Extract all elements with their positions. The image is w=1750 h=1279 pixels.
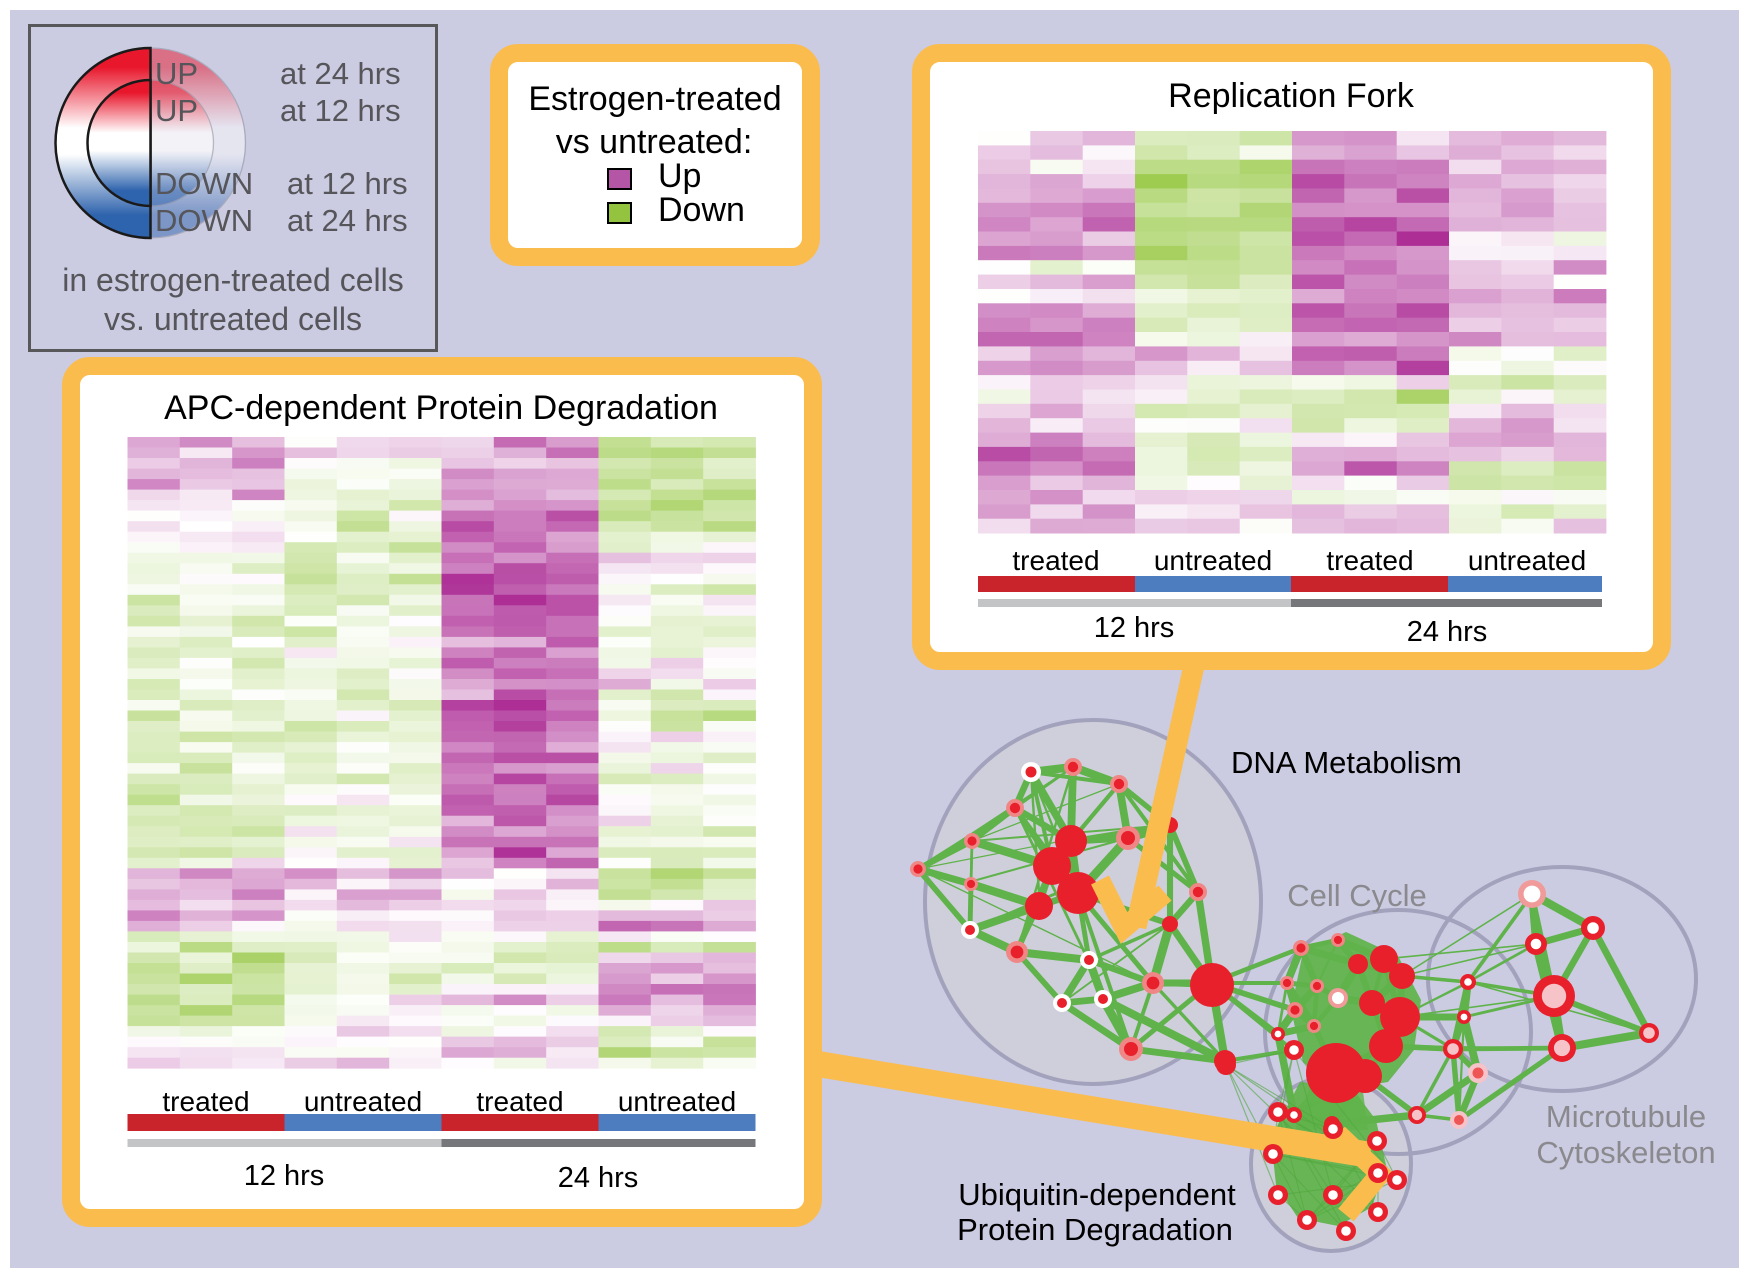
svg-text:vs. untreated cells: vs. untreated cells	[104, 301, 362, 337]
svg-text:in estrogen-treated cells: in estrogen-treated cells	[62, 262, 404, 298]
svg-text:treated: treated	[1326, 545, 1413, 576]
svg-text:Replication Fork: Replication Fork	[1168, 77, 1415, 115]
svg-text:Protein Degradation: Protein Degradation	[957, 1212, 1233, 1247]
svg-text:Estrogen-treated: Estrogen-treated	[528, 80, 781, 118]
svg-text:Cell Cycle: Cell Cycle	[1287, 878, 1427, 913]
svg-text:at 24 hrs: at 24 hrs	[280, 56, 401, 91]
svg-text:Cytoskeleton: Cytoskeleton	[1536, 1135, 1715, 1170]
svg-text:APC-dependent Protein Degradat: APC-dependent Protein Degradation	[164, 389, 718, 427]
svg-text:DNA Metabolism: DNA Metabolism	[1231, 745, 1462, 780]
svg-text:vs untreated:: vs untreated:	[556, 123, 753, 161]
svg-text:24 hrs: 24 hrs	[558, 1162, 639, 1194]
svg-text:Down: Down	[658, 191, 745, 229]
svg-text:untreated: untreated	[1154, 545, 1272, 576]
svg-text:at 24 hrs: at 24 hrs	[287, 203, 408, 238]
svg-text:UP: UP	[155, 93, 198, 128]
svg-text:Ubiquitin-dependent: Ubiquitin-dependent	[958, 1177, 1236, 1212]
svg-text:untreated: untreated	[618, 1086, 736, 1117]
svg-text:at 12 hrs: at 12 hrs	[280, 93, 401, 128]
svg-text:UP: UP	[155, 56, 198, 91]
svg-text:treated: treated	[162, 1086, 249, 1117]
svg-text:untreated: untreated	[304, 1086, 422, 1117]
svg-text:untreated: untreated	[1468, 545, 1586, 576]
svg-text:24 hrs: 24 hrs	[1407, 616, 1488, 648]
svg-text:Microtubule: Microtubule	[1546, 1099, 1706, 1134]
svg-text:Up: Up	[658, 157, 701, 195]
svg-text:treated: treated	[1012, 545, 1099, 576]
svg-text:treated: treated	[476, 1086, 563, 1117]
svg-text:12 hrs: 12 hrs	[244, 1160, 325, 1192]
svg-text:DOWN: DOWN	[155, 203, 253, 238]
svg-text:DOWN: DOWN	[155, 166, 253, 201]
svg-text:at 12 hrs: at 12 hrs	[287, 166, 408, 201]
svg-text:12 hrs: 12 hrs	[1094, 612, 1175, 644]
